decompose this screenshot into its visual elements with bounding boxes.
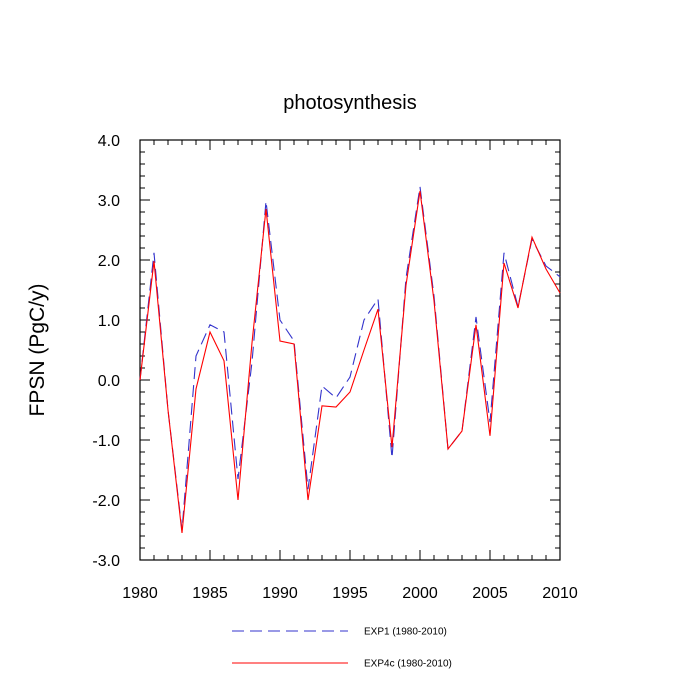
legend-label: EXP4c (1980-2010): [364, 659, 452, 670]
x-tick-label: 2005: [472, 585, 508, 602]
y-tick-label: 2.0: [98, 253, 120, 270]
y-tick-label: -3.0: [92, 553, 120, 570]
y-tick-label: -2.0: [92, 493, 120, 510]
series-line-exp1: [139, 186, 561, 531]
x-tick-label: 1990: [262, 585, 298, 602]
x-tick-label: 2010: [542, 585, 578, 602]
y-tick-label: 3.0: [98, 193, 120, 210]
x-tick-label: 1980: [122, 585, 158, 602]
legend: EXP1 (1980-2010) EXP4c (1980-2010): [232, 627, 452, 670]
x-tick-label: 2000: [402, 585, 438, 602]
legend-label: EXP1 (1980-2010): [364, 627, 447, 638]
y-axis-label: FPSN (PgC/y): [26, 283, 49, 416]
x-tick-label: 1995: [332, 585, 368, 602]
y-tick-label: 0.0: [98, 373, 120, 390]
chart-title: photosynthesis: [283, 92, 416, 114]
x-tick-label: 1985: [192, 585, 228, 602]
series-line-exp4c: [139, 190, 561, 534]
plot-area: 1980 1985 1990 1995 2000 2005 2010 -3.0 -2.0 -1.0…: [92, 133, 577, 602]
y-tick-label: 1.0: [98, 313, 120, 330]
y-tick-label: -1.0: [92, 433, 120, 450]
y-tick-label: 4.0: [98, 133, 120, 150]
